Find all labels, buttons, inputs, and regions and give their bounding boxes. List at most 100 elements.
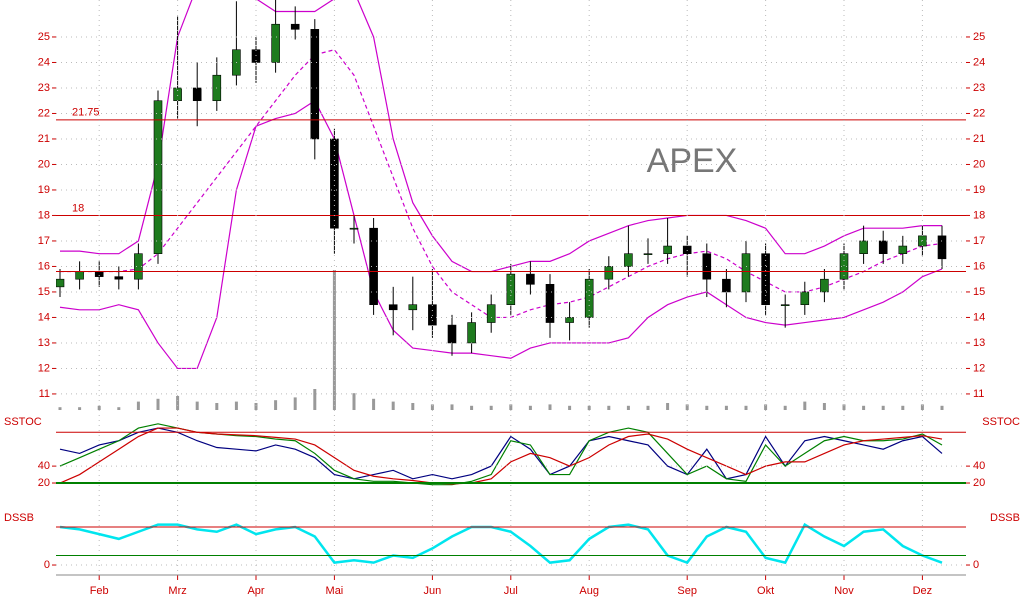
panel-title: SSTOC [4,416,42,428]
y-tick-label: 20 [38,158,50,170]
volume-bar [940,405,944,410]
y-tick-label: 15 [38,286,50,298]
volume-bar [724,405,728,410]
volume-bar [901,405,905,410]
volume-bar [568,405,572,410]
candle-body [624,253,633,267]
y-tick-label: 17 [38,235,50,247]
volume-bar [666,403,670,410]
candle-body [173,87,182,102]
bollinger-middle [60,49,943,319]
candle-body [780,304,790,306]
panel [59,423,943,486]
volume-bar [646,405,650,410]
candle-body [310,29,320,140]
panel [56,0,947,410]
volume-bar [509,404,513,410]
x-tick-label: Mrz [168,585,186,597]
y-tick-label: 0 [973,559,979,571]
bollinger-lower [59,99,943,370]
x-tick-label: Dez [913,585,933,597]
volume-bar [372,398,376,410]
y-tick-label: 24 [973,56,985,68]
y-tick-label: 21 [973,133,985,145]
y-tick-label: 20 [973,158,985,170]
y-tick-label: 0 [44,559,50,571]
x-tick-label: Nov [834,585,854,597]
volume-bar [411,403,415,410]
panel-title: SSTOC [982,416,1020,428]
volume-bar [136,401,140,410]
volume-bar [254,403,258,410]
y-tick-label: 14 [973,311,985,323]
candle-body [75,271,84,280]
y-tick-label: 40 [973,460,985,472]
candle-body [663,245,672,255]
y-tick-label: 12 [38,362,50,374]
y-tick-label: 25 [38,31,50,43]
candle-body [565,317,574,323]
volume-bar [274,400,278,410]
y-tick-label: 15 [973,286,985,298]
volume-bar [685,404,689,410]
y-tick-label: 16 [973,260,985,272]
candle-body [839,253,849,280]
y-tick-label: 19 [973,184,985,196]
volume-bar [117,407,121,410]
panel-title: DSSB [990,512,1020,524]
candle-body [192,87,202,102]
y-tick-label: 13 [38,337,50,349]
volume-bar [822,403,826,410]
volume-bar [352,393,356,410]
candle-body [349,227,359,230]
candle-body [800,291,810,305]
volume-bar [450,404,454,410]
candle-body [408,304,418,311]
candle-body [447,324,457,344]
x-tick-label: Mai [326,585,344,597]
candle-body [859,240,868,255]
reference-label: 18 [72,202,84,214]
x-tick-label: Feb [90,585,109,597]
candle-body [820,278,829,293]
y-tick-label: 23 [973,82,985,94]
y-tick-label: 25 [973,31,985,43]
candle-body [761,253,770,305]
candle-body [584,278,594,318]
volume-bar [58,407,62,410]
volume-bar [764,404,768,410]
candle-body [937,235,947,260]
candle-body [271,23,280,63]
volume-bar [195,401,199,410]
x-tick-label: Apr [247,585,264,597]
candle-body [526,273,535,285]
y-tick-label: 22 [973,107,985,119]
x-tick-label: Okt [757,585,774,597]
candle-body [134,253,143,280]
volume-bar [234,401,238,410]
volume-bar [489,405,493,410]
candle-body [898,245,908,255]
indicator-line [59,522,943,565]
candle-body [114,276,124,280]
volume-bar [803,401,807,410]
candle-body [428,304,437,326]
indicator-line [59,427,943,480]
candle-body [722,278,731,293]
x-tick-label: Sep [677,585,697,597]
y-tick-label: 18 [38,209,50,221]
candle-body [369,227,378,305]
candle-body [330,138,339,229]
panel [59,522,943,565]
candle-body [878,240,888,255]
volume-bar [156,398,160,410]
y-tick-label: 22 [38,107,50,119]
candle-body [545,283,555,323]
volume-bar [528,405,532,410]
volume-bar [587,405,591,410]
volume-bar [313,389,317,410]
reference-label: 21.75 [72,107,100,119]
candle-body [604,266,614,280]
x-tick-label: Jul [504,585,518,597]
